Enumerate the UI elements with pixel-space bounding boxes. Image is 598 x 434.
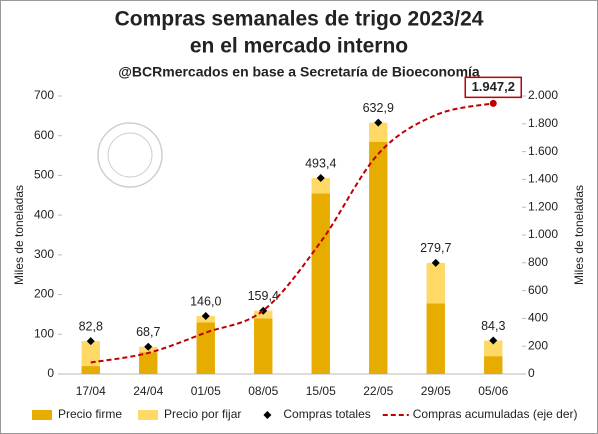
y2-tick-label: 2.000 (528, 88, 558, 102)
bar-segment (311, 193, 330, 374)
y2-tick-label: 200 (528, 338, 548, 352)
bar-segment (426, 303, 445, 374)
bar-segment (81, 341, 100, 367)
bar-segment (484, 356, 503, 374)
y2-tick-label: 1.800 (528, 116, 558, 130)
bar-segment (311, 178, 330, 194)
chart-title: en el mercado interno (190, 35, 408, 58)
x-tick-label: 17/04 (76, 384, 106, 398)
legend-label: Precio por fijar (164, 407, 241, 421)
y2-tick-label: 400 (528, 311, 548, 325)
x-tick-label: 08/05 (248, 384, 278, 398)
x-tick-label: 15/05 (306, 384, 336, 398)
total-marker (86, 337, 95, 346)
total-marker (489, 336, 498, 345)
data-label: 82,8 (79, 319, 103, 333)
data-label: 68,7 (136, 325, 160, 339)
x-tick-label: 24/04 (133, 384, 163, 398)
y-tick-label: 100 (34, 326, 54, 340)
y2-tick-label: 1.000 (528, 227, 558, 241)
legend-label: Precio firme (58, 407, 122, 421)
total-marker (431, 258, 440, 267)
y2-tick-label: 800 (528, 255, 548, 269)
cumulative-line (90, 102, 494, 364)
bar-segment (139, 352, 158, 374)
total-marker (201, 312, 210, 321)
bar-segment (369, 141, 388, 374)
watermark (97, 122, 163, 188)
data-label: 632,9 (363, 101, 394, 115)
bar-segment (484, 340, 503, 357)
y2-tick-label: 1.600 (528, 144, 558, 158)
y-tick-label: 200 (34, 287, 54, 301)
total-marker (144, 342, 153, 351)
chart-subtitle: @BCRmercados en base a Secretaría de Bio… (118, 64, 480, 80)
chart-title: Compras semanales de trigo 2023/24 (115, 8, 484, 31)
bar-segment (369, 122, 388, 142)
total-marker (316, 174, 325, 183)
legend-swatch (263, 411, 272, 419)
total-marker (374, 118, 383, 127)
bar-segment (254, 318, 273, 374)
y2-tick-label: 0 (528, 366, 535, 380)
y2-tick-label: 1.400 (528, 172, 558, 186)
data-label: 1.947,2 (472, 79, 515, 94)
legend-label: Compras totales (283, 407, 370, 421)
x-tick-label: 01/05 (191, 384, 221, 398)
bar-segment (81, 366, 100, 374)
y-tick-label: 500 (34, 168, 54, 182)
bar-segment (196, 322, 215, 374)
y-tick-label: 0 (47, 366, 54, 380)
x-tick-label: 05/06 (478, 384, 508, 398)
y-tick-label: 300 (34, 247, 54, 261)
legend-label: Compras acumuladas (eje der) (413, 407, 578, 421)
y-tick-label: 600 (34, 128, 54, 142)
y2-tick-label: 600 (528, 283, 548, 297)
y-axis-title: Miles de toneladas (12, 185, 26, 285)
end-point (489, 99, 497, 107)
y2-tick-label: 1.200 (528, 199, 558, 213)
y2-axis-title: Miles de toneladas (572, 185, 586, 285)
data-label: 493,4 (305, 156, 336, 170)
legend-swatch (32, 410, 52, 420)
data-label: 146,0 (190, 294, 221, 308)
y-tick-label: 700 (34, 88, 54, 102)
data-label: 159,4 (248, 289, 279, 303)
bar-segment (426, 262, 445, 304)
data-label: 84,3 (481, 319, 505, 333)
label-box (464, 76, 522, 99)
x-tick-label: 22/05 (363, 384, 393, 398)
data-label: 279,7 (420, 241, 451, 255)
legend-swatch (138, 410, 159, 420)
y-tick-label: 400 (34, 207, 54, 221)
x-tick-label: 29/05 (421, 384, 451, 398)
